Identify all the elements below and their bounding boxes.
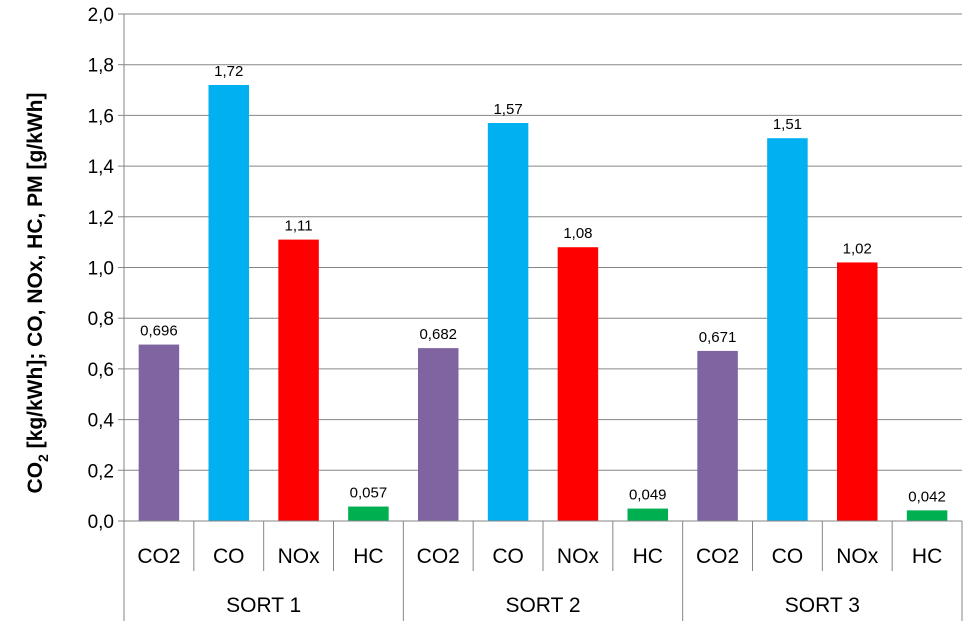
bar-co: [767, 138, 808, 521]
y-tick-label: 1,0: [88, 259, 114, 280]
y-tick-label: 0,6: [88, 360, 114, 381]
bar-nox: [557, 247, 599, 521]
x-group-label: SORT 3: [785, 594, 860, 617]
data-label: 0,057: [350, 485, 388, 502]
x-category-label: HC: [353, 545, 383, 568]
y-tick-label: 1,8: [88, 56, 114, 77]
x-category-label: HC: [912, 545, 942, 568]
bar-co2: [417, 348, 459, 521]
x-category-label: CO: [492, 545, 524, 568]
bar-hc: [906, 510, 948, 521]
y-tick-label: 0,0: [88, 512, 114, 533]
y-tick-label: 0,2: [88, 461, 114, 482]
y-axis-label-post: [kg/kWh]; CO, NOx, HC, PM [g/kWh]: [24, 93, 47, 455]
x-group-labels: SORT 1 SORT 2 SORT 3: [226, 594, 860, 617]
data-label: 1,57: [493, 101, 522, 118]
bar-co2: [697, 350, 738, 521]
x-category-label: CO: [772, 545, 804, 568]
x-category-label: NOx: [836, 545, 879, 568]
data-label: 0,049: [629, 487, 667, 504]
axes: [123, 14, 963, 621]
x-category-label: NOx: [278, 545, 321, 568]
bar-nox: [836, 262, 878, 521]
x-category-label: CO: [213, 545, 245, 568]
bar-co: [208, 84, 250, 521]
data-label: 0,671: [699, 329, 737, 346]
y-tick-label: 2,0: [88, 5, 114, 26]
data-label: 0,682: [419, 326, 457, 343]
y-tick-label: 0,4: [88, 411, 115, 432]
data-label: 1,11: [285, 218, 313, 235]
y-axis-label-sub: 2: [35, 454, 51, 462]
y-tick-label: 1,2: [88, 208, 114, 229]
data-label: 1,51: [773, 116, 802, 133]
gridlines: [118, 13, 962, 522]
data-label: 1,02: [843, 240, 872, 257]
bar-hc: [627, 508, 669, 521]
bars: [138, 84, 948, 522]
bar-hc: [348, 506, 389, 521]
y-axis-label: CO2 [kg/kWh]; CO, NOx, HC, PM [g/kWh]: [24, 93, 51, 494]
y-axis-label-pre: CO: [24, 462, 47, 494]
y-tick-label: 1,4: [88, 157, 115, 178]
x-category-label: CO2: [417, 545, 460, 568]
y-tick-label: 0,8: [88, 309, 114, 330]
x-category-labels: CO2 CO NOx HC CO2 CO NOx HC CO2 CO NOx HC: [137, 545, 942, 568]
bar-co: [487, 123, 529, 521]
x-group-label: SORT 1: [226, 594, 301, 617]
data-label: 0,696: [140, 323, 178, 340]
x-category-label: CO2: [696, 545, 739, 568]
x-category-label: NOx: [557, 545, 600, 568]
bar-nox: [278, 239, 319, 522]
y-tick-labels: 0,0 0,2 0,4 0,6 0,8 1,0 1,2 1,4 1,6 1,8 2,0: [88, 5, 115, 533]
x-category-label: HC: [633, 545, 663, 568]
data-label: 1,08: [563, 225, 592, 242]
data-labels: 0,696 1,72 1,11 0,057 0,682 1,57 1,08 0,049 0,67…: [140, 63, 946, 505]
bar-co2: [138, 344, 180, 521]
x-category-label: CO2: [137, 545, 180, 568]
y-tick-label: 1,6: [88, 106, 114, 127]
x-group-label: SORT 2: [505, 594, 580, 617]
data-label: 1,72: [214, 63, 243, 80]
data-label: 0,042: [908, 488, 946, 505]
